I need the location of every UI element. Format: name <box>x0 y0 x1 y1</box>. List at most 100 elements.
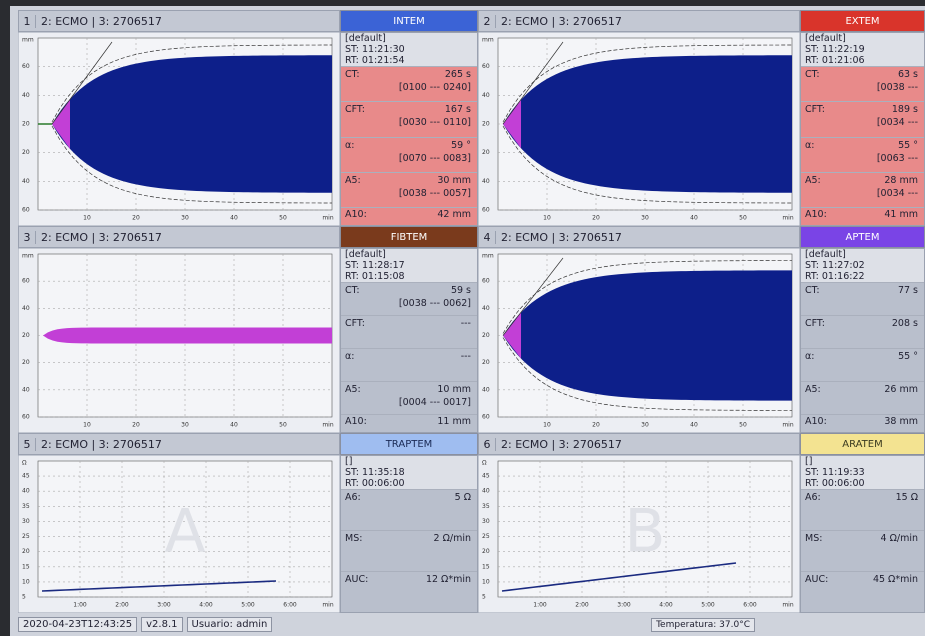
info-line: RT: 01:21:06 <box>801 55 924 66</box>
param-value: 167 s <box>444 104 471 116</box>
param-value: 2 Ω/min <box>433 533 471 544</box>
result-panel: [default] ST: 11:28:17 RT: 01:15:08 CT: 59 s… <box>340 248 478 433</box>
alpha-tangent <box>51 41 113 125</box>
test-tab[interactable]: INTEM <box>340 10 478 32</box>
param-value: 63 s <box>897 69 918 80</box>
y-axis-label: mm <box>482 253 494 260</box>
y-axis-label: 20 <box>482 332 490 339</box>
y-axis-label: 20 <box>22 332 30 339</box>
y-axis-label: 20 <box>482 149 490 156</box>
y-axis-label: mm <box>22 37 34 44</box>
param-row: MS: 4 Ω/min <box>801 530 924 571</box>
y-axis-label: 10 <box>482 578 490 585</box>
y-axis-label: 60 <box>22 414 30 421</box>
reference-envelope <box>502 337 793 411</box>
y-axis-label: 20 <box>482 548 490 555</box>
sample-id: 2: ECMO | 3: 2706517 <box>41 14 162 28</box>
y-axis-label: 60 <box>22 207 30 214</box>
param-row: α: 55 ° <box>801 348 924 381</box>
param-row: A10: 42 mm <box>341 207 477 225</box>
y-axis-label: 60 <box>482 207 490 214</box>
param-value: 59 s <box>450 285 471 296</box>
panel-number: 5 <box>19 437 36 451</box>
param-label: CFT: <box>805 104 825 116</box>
y-axis-label: 20 <box>22 149 30 156</box>
reference-envelope <box>502 260 793 334</box>
x-axis-label: 40 <box>230 422 238 429</box>
param-row: α: --- <box>341 348 477 381</box>
result-panel: [default] ST: 11:21:30 RT: 01:21:54 CT: 265 … <box>340 32 478 226</box>
x-axis-label: 50 <box>739 215 747 222</box>
x-axis-label: 40 <box>690 422 698 429</box>
param-range: [0034 --- <box>876 117 918 129</box>
param-value: 41 mm <box>884 209 918 220</box>
y-axis-label: 20 <box>22 548 30 555</box>
screen: 1 2: ECMO | 3: 2706517 INTEM [default] ST: 1… <box>10 6 925 636</box>
info-line: ST: 11:22:19 <box>801 44 924 55</box>
param-range: [0034 --- <box>876 187 918 199</box>
y-axis-label: 60 <box>482 414 490 421</box>
panel-header: 1 2: ECMO | 3: 2706517 <box>18 10 340 32</box>
info-line: [default] <box>341 249 477 260</box>
param-label: MS: <box>345 533 363 544</box>
x-axis-label: 40 <box>690 215 698 222</box>
x-axis-label: min <box>782 215 794 222</box>
x-axis-label: 2:00 <box>575 602 589 609</box>
param-row: A5: 30 mm [0038 --- 0057] <box>341 171 477 207</box>
x-axis-label: 6:00 <box>743 602 757 609</box>
test-tab[interactable]: TRAPTEM <box>340 433 478 455</box>
x-axis-label: min <box>322 602 334 609</box>
info-line: [] <box>801 456 924 467</box>
footer-temperature: Temperatura: 37.0°C <box>651 617 755 632</box>
param-value: 10 mm <box>437 384 471 395</box>
x-axis-label: 2:00 <box>115 602 129 609</box>
result-panel: [default] ST: 11:27:02 RT: 01:16:22 CT: 77 s… <box>800 248 925 433</box>
y-axis-label: 40 <box>482 178 490 185</box>
sample-id: 2: ECMO | 3: 2706517 <box>501 230 622 244</box>
graph: mm 60 40 20 20 40 60 10 20 30 40 50 min <box>478 32 800 226</box>
x-axis-label: 5:00 <box>701 602 715 609</box>
x-axis-label: 1:00 <box>533 602 547 609</box>
y-axis-label: 40 <box>22 92 30 99</box>
test-tab[interactable]: EXTEM <box>800 10 925 32</box>
test-tab[interactable]: APTEM <box>800 226 925 248</box>
y-axis-label: Ω <box>482 460 487 467</box>
x-axis-label: 10 <box>83 422 91 429</box>
test-tab[interactable]: ARATEM <box>800 433 925 455</box>
param-range: [0038 --- <box>876 82 918 93</box>
graph: mm 60 40 20 20 40 60 10 20 30 40 50 min <box>478 248 800 433</box>
y-axis-label: 40 <box>22 386 30 393</box>
param-row: CT: 63 s [0038 --- <box>801 66 924 102</box>
x-axis-label: min <box>782 602 794 609</box>
y-axis-label: 15 <box>22 563 30 570</box>
param-label: A6: <box>345 492 361 503</box>
param-value: 55 ° <box>898 139 918 151</box>
param-range: [0038 --- 0062] <box>398 298 471 309</box>
param-value: 5 Ω <box>454 492 471 503</box>
y-axis-label: 35 <box>22 503 30 510</box>
info-line: [] <box>341 456 477 467</box>
param-value: 55 ° <box>898 351 918 362</box>
param-row: CT: 265 s [0100 --- 0240] <box>341 66 477 102</box>
y-axis-label: 30 <box>22 518 30 525</box>
x-axis-label: 30 <box>641 422 649 429</box>
y-axis-label: 10 <box>22 578 30 585</box>
param-label: A5: <box>345 384 361 395</box>
param-label: MS: <box>805 533 823 544</box>
param-value: --- <box>460 318 471 329</box>
param-row: AUC: 12 Ω*min <box>341 571 477 612</box>
x-axis-label: 10 <box>543 422 551 429</box>
param-label: A5: <box>805 384 821 395</box>
y-axis-label: 5 <box>482 594 486 601</box>
param-row: A5: 26 mm <box>801 381 924 414</box>
x-axis-label: 3:00 <box>157 602 171 609</box>
y-axis-label: mm <box>22 253 34 260</box>
x-axis-label: 40 <box>230 215 238 222</box>
test-tab[interactable]: FIBTEM <box>340 226 478 248</box>
param-row: A6: 5 Ω <box>341 489 477 530</box>
clot-curve <box>52 55 332 193</box>
x-axis-label: 6:00 <box>283 602 297 609</box>
info-line: [default] <box>341 33 477 44</box>
alpha-tangent <box>502 41 564 125</box>
info-line: RT: 00:06:00 <box>801 478 924 489</box>
